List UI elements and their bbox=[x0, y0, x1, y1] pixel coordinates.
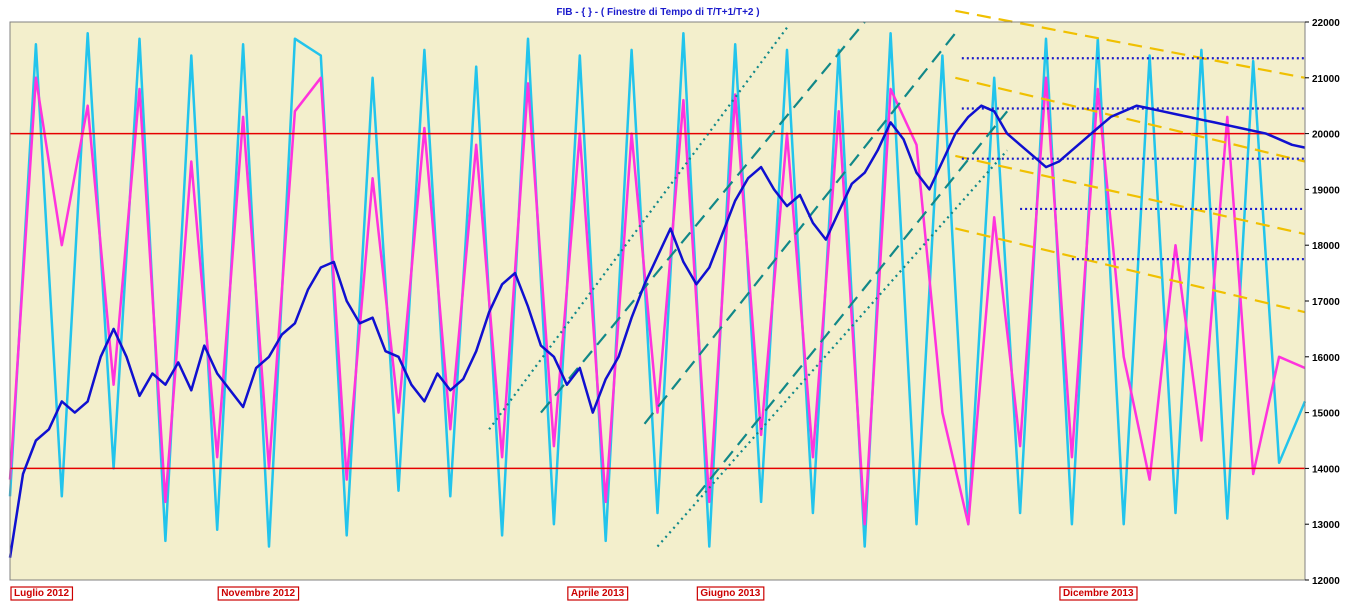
y-tick-label: 14000 bbox=[1312, 464, 1340, 475]
y-tick-label: 13000 bbox=[1312, 520, 1340, 531]
x-axis-label: Dicembre 2013 bbox=[1063, 588, 1134, 599]
plot-background bbox=[10, 22, 1305, 580]
price-line bbox=[8, 104, 1306, 558]
y-axis: 12000 13000 14000 15000 16000 17000 18000 19000… bbox=[1305, 18, 1340, 587]
x-axis: Luglio 2012 Novembre 2012 Aprile 2013 Giugn… bbox=[10, 586, 1138, 601]
magenta-oscillator-line bbox=[8, 76, 1306, 526]
teal-channel-line bbox=[540, 21, 866, 414]
yellow-channel-line bbox=[955, 227, 1306, 314]
x-axis-label: Luglio 2012 bbox=[14, 588, 69, 599]
chart-title: FIB - { } - ( Finestre di Tempo di T/T+1… bbox=[556, 7, 759, 18]
y-tick-label: 12000 bbox=[1312, 576, 1340, 587]
teal-channel-line bbox=[656, 149, 1008, 548]
teal-channel-line bbox=[695, 110, 1009, 497]
x-axis-label: Giugno 2013 bbox=[700, 588, 760, 599]
yellow-channel-line bbox=[955, 76, 1306, 163]
x-axis-label-box bbox=[1059, 586, 1138, 601]
yellow-channel-line bbox=[955, 154, 1306, 236]
teal-channel-line bbox=[643, 32, 957, 425]
y-tick-label: 19000 bbox=[1312, 185, 1340, 196]
y-tick-label: 17000 bbox=[1312, 297, 1340, 308]
y-tick-label: 18000 bbox=[1312, 241, 1340, 252]
x-axis-label-box bbox=[217, 586, 300, 601]
y-tick-label: 22000 bbox=[1312, 18, 1340, 29]
x-axis-label-box bbox=[10, 586, 74, 601]
y-tick-label: 15000 bbox=[1312, 409, 1340, 420]
y-tick-label: 16000 bbox=[1312, 353, 1340, 364]
x-axis-label-box bbox=[696, 586, 765, 601]
x-axis-label: Aprile 2013 bbox=[571, 588, 625, 599]
y-tick-label: 21000 bbox=[1312, 74, 1340, 85]
x-axis-label-box bbox=[567, 586, 629, 601]
yellow-channel-line bbox=[955, 9, 1306, 79]
plot-content bbox=[8, 9, 1307, 558]
y-tick-label: 20000 bbox=[1312, 130, 1340, 141]
x-axis-label: Novembre 2012 bbox=[221, 588, 295, 599]
